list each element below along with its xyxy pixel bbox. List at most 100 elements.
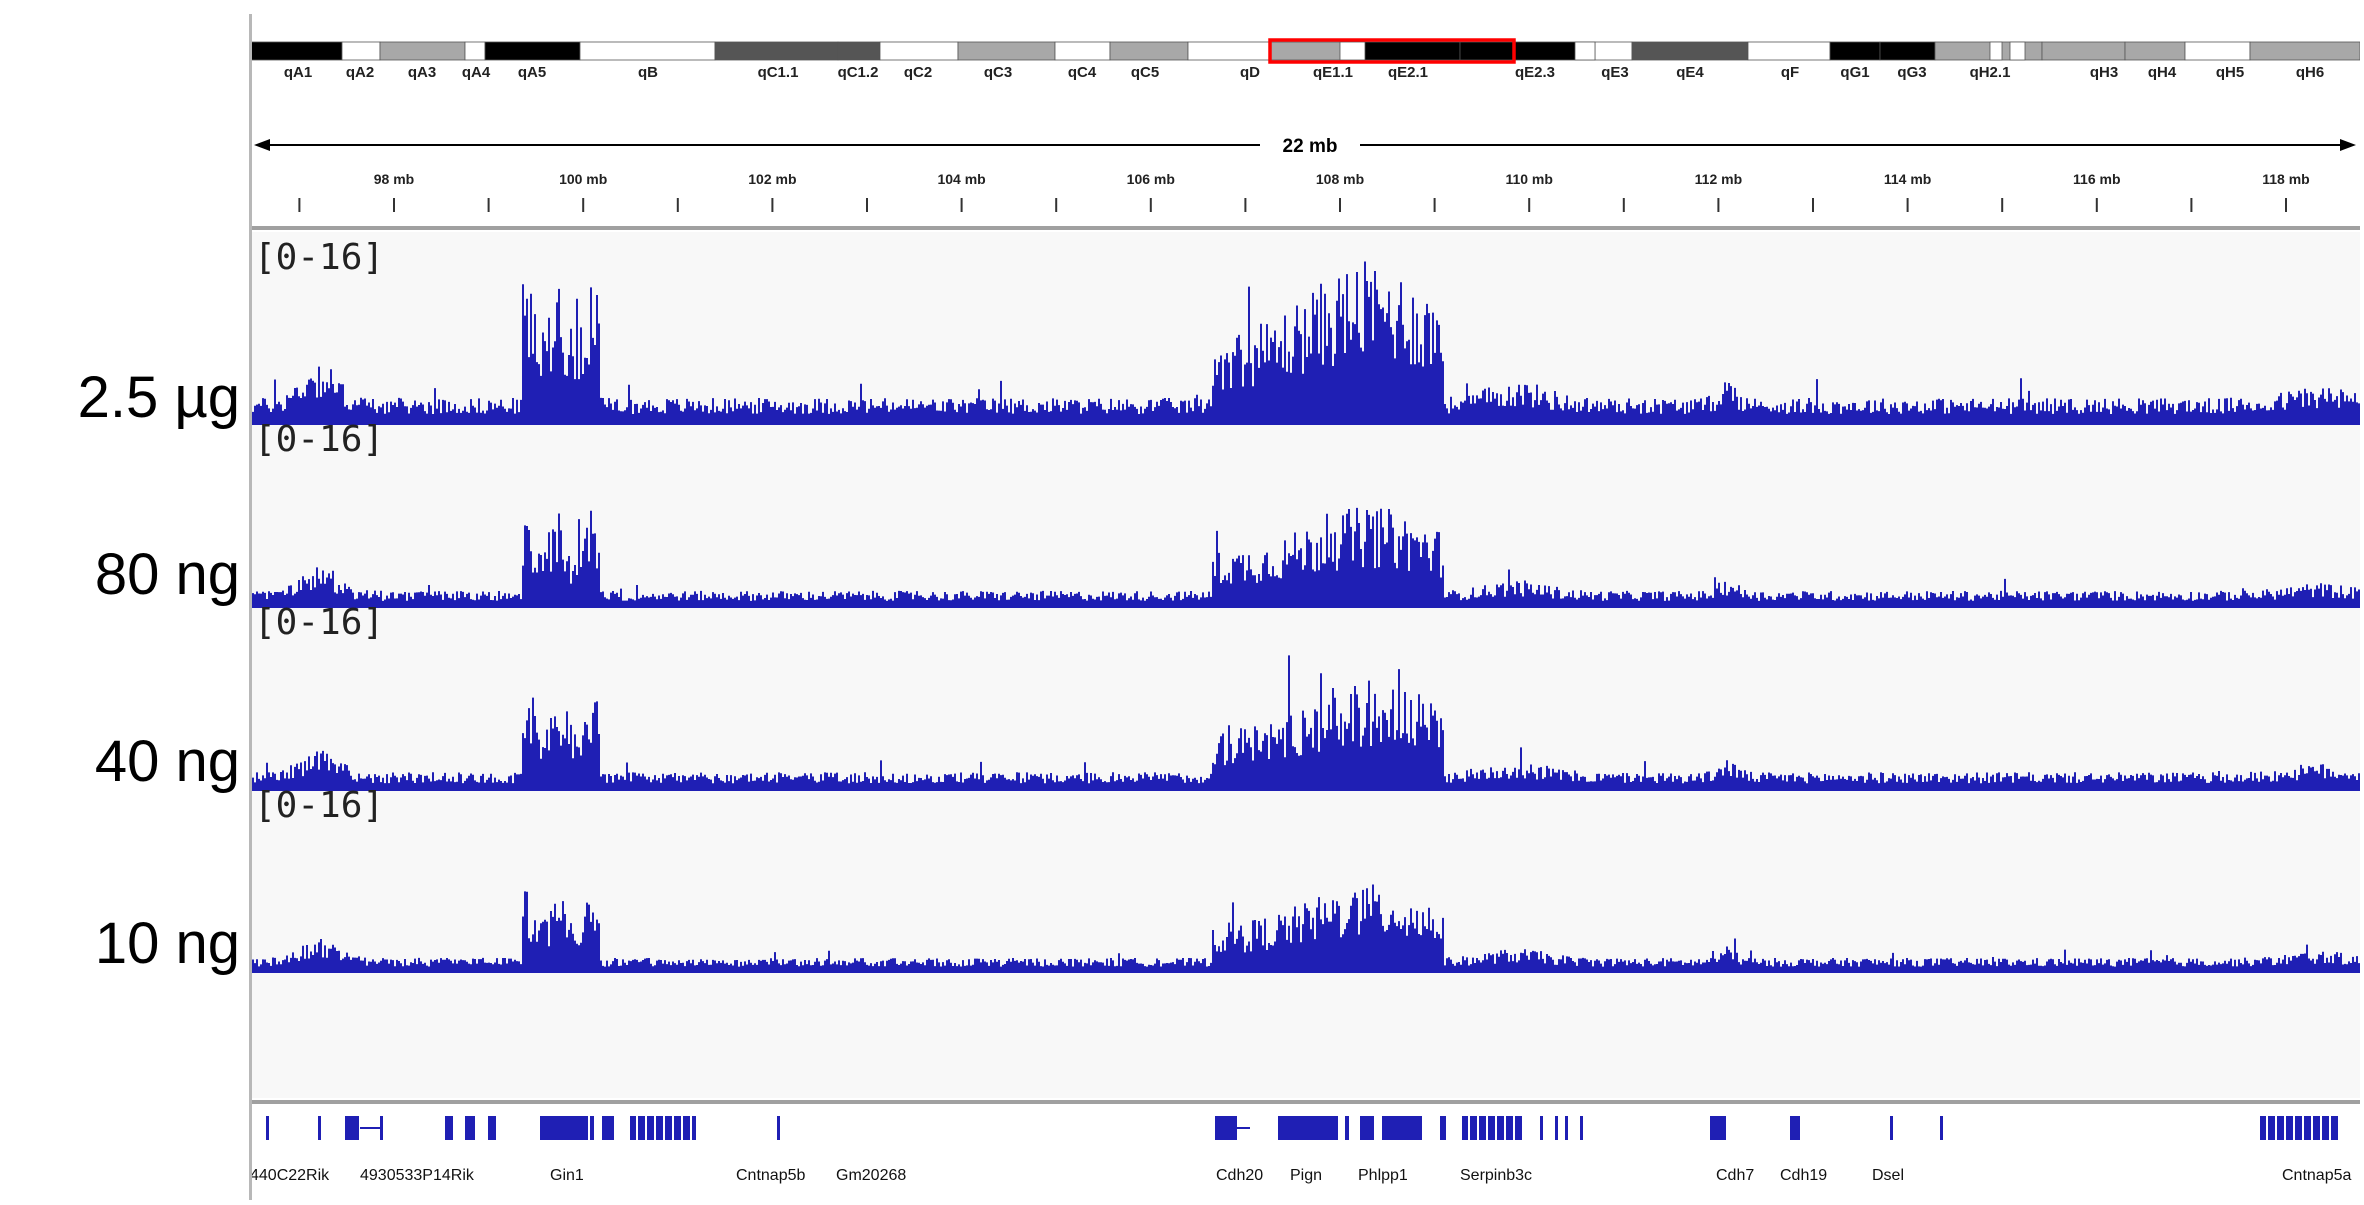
gene-feature[interactable] [777,1116,780,1140]
current-region-highlight[interactable] [1268,38,1516,64]
gene-label[interactable]: Cdh20 [1216,1167,1263,1184]
gene-label[interactable]: Serpinb3c [1460,1167,1532,1184]
gene-feature[interactable] [1555,1116,1558,1140]
coverage-signal [250,884,2360,972]
gene-feature[interactable] [1360,1116,1374,1140]
gene-feature[interactable] [465,1116,475,1140]
cytoband-label: qH2.1 [1970,64,2011,81]
exon-gap [1477,1116,1479,1140]
genome-ruler[interactable]: 22 mb 98 mb 100 mb 102 mb 104 mb 106 mb 108 mb… [250,90,2360,222]
chromosome-ideogram[interactable]: qA1 qA2 qA3 qA4 qA5 qB qC1.1 qC1.2 qC2 qC3 qC4 qC5 q… [249,14,2361,84]
cytoband-label: qC3 [984,64,1012,81]
gene-feature[interactable] [1440,1116,1446,1140]
cytoband-label: qE2.1 [1388,64,1428,81]
gene-feature[interactable] [1790,1116,1800,1140]
gene-feature[interactable] [1710,1116,1726,1140]
gene-feature[interactable] [1940,1116,1943,1140]
cytoband[interactable] [2124,41,2186,61]
track-name-label[interactable]: 80 ng [94,542,240,607]
cytoband[interactable] [1594,41,1633,61]
cytoband[interactable] [1631,41,1749,61]
gene-feature[interactable] [540,1116,588,1140]
cytoband[interactable] [484,41,581,61]
gene-feature[interactable] [1345,1116,1349,1140]
gene-feature[interactable] [1278,1116,1338,1140]
gene-feature[interactable] [488,1116,496,1140]
gene-label[interactable]: Pign [1290,1167,1322,1184]
gene-feature[interactable] [445,1116,453,1140]
cytoband[interactable] [1054,41,1111,61]
coverage-track[interactable] [250,261,2360,425]
chromosome-ideogram-panel[interactable]: qA1 qA2 qA3 qA4 qA5 qB qC1.1 qC1.2 qC2 qC3 qC4 qC5 q… [249,14,2361,84]
cytoband-label: qA2 [346,64,374,81]
gene-label[interactable]: Cdh19 [1780,1167,1827,1184]
coverage-track[interactable] [250,655,2360,791]
gene-feature[interactable] [1215,1116,1237,1140]
cytoband[interactable] [1934,41,2043,61]
coverage-signal [250,507,2360,607]
coverage-tracks[interactable] [250,232,2360,1098]
gene-feature[interactable] [1580,1116,1583,1140]
cytoband[interactable] [1339,41,1366,61]
gene-label[interactable]: Gm20268 [836,1167,906,1184]
cytoband[interactable] [249,41,343,61]
gene-label[interactable]: Cdh7 [1716,1167,1754,1184]
cytoband[interactable] [1109,41,1189,61]
cytoband[interactable] [1187,41,1271,61]
track-name-label[interactable]: 40 ng [94,729,240,794]
cytoband[interactable] [2249,41,2361,61]
gene-feature[interactable] [380,1116,383,1140]
cytoband[interactable] [1359,41,1461,61]
gene-label[interactable]: 440C22Rik [250,1167,330,1184]
coverage-track[interactable] [250,884,2360,973]
cytoband[interactable] [379,41,466,61]
cytoband[interactable] [1879,41,1936,61]
gene-label[interactable]: 4930533P14Rik [360,1167,475,1184]
cytoband[interactable] [957,41,1056,61]
exon-gap [663,1116,665,1140]
exon-gap [645,1116,647,1140]
track-name-label[interactable]: 2.5 µg [77,365,240,430]
track-name-label[interactable]: 10 ng [94,911,240,976]
cytoband[interactable] [1574,41,1596,61]
cytoband[interactable] [714,41,839,61]
cytoband-label: qG1 [1840,64,1869,81]
exon-gap [690,1116,692,1140]
gene-annotation-panel[interactable]: 440C22Rik 4930533P14Rik Gin1 Cntnap5b Gm2026… [250,1104,2360,1200]
gene-feature[interactable] [1565,1116,1568,1140]
gene-label[interactable]: Gin1 [550,1167,584,1184]
cytoband[interactable] [2009,41,2026,61]
gene-feature[interactable] [602,1116,614,1140]
cytoband[interactable] [341,41,381,61]
cytoband-label: qC1.1 [758,64,799,81]
gene-feature[interactable] [2260,1116,2340,1140]
exon-gap [2338,1116,2340,1140]
ruler-panel[interactable]: 22 mb 98 mb 100 mb 102 mb 104 mb 106 mb 108 mb… [250,90,2360,222]
cytoband-label: qH5 [2216,64,2244,81]
gene-feature[interactable] [266,1116,269,1140]
gene-feature[interactable] [1540,1116,1543,1140]
cytoband[interactable] [1989,41,2003,61]
gene-label[interactable]: Dsel [1872,1167,1904,1184]
gene-label[interactable]: Cntnap5a [2282,1167,2351,1184]
gene-label[interactable]: Cntnap5b [736,1167,805,1184]
gene-feature[interactable] [1462,1116,1522,1140]
gene-feature[interactable] [590,1116,594,1140]
gene-label[interactable]: Phlpp1 [1358,1167,1408,1184]
cytoband[interactable] [1747,41,1831,61]
coverage-track[interactable] [250,507,2360,608]
cytoband[interactable] [579,41,716,61]
cytoband[interactable] [1829,41,1881,61]
cytoband[interactable] [837,41,881,61]
gene-feature[interactable] [1890,1116,1893,1140]
cytoband[interactable] [879,41,959,61]
cytoband[interactable] [2184,41,2251,61]
gene-feature[interactable] [345,1116,359,1140]
gene-feature[interactable] [318,1116,321,1140]
gene-annotation-track[interactable]: 440C22Rik 4930533P14Rik Gin1 Cntnap5b Gm2026… [250,1104,2360,1200]
cytoband[interactable] [2041,41,2126,61]
gene-feature[interactable] [1382,1116,1422,1140]
cytoband[interactable] [464,41,486,61]
exon-gap [1486,1116,1488,1140]
data-panel[interactable] [250,232,2360,1098]
